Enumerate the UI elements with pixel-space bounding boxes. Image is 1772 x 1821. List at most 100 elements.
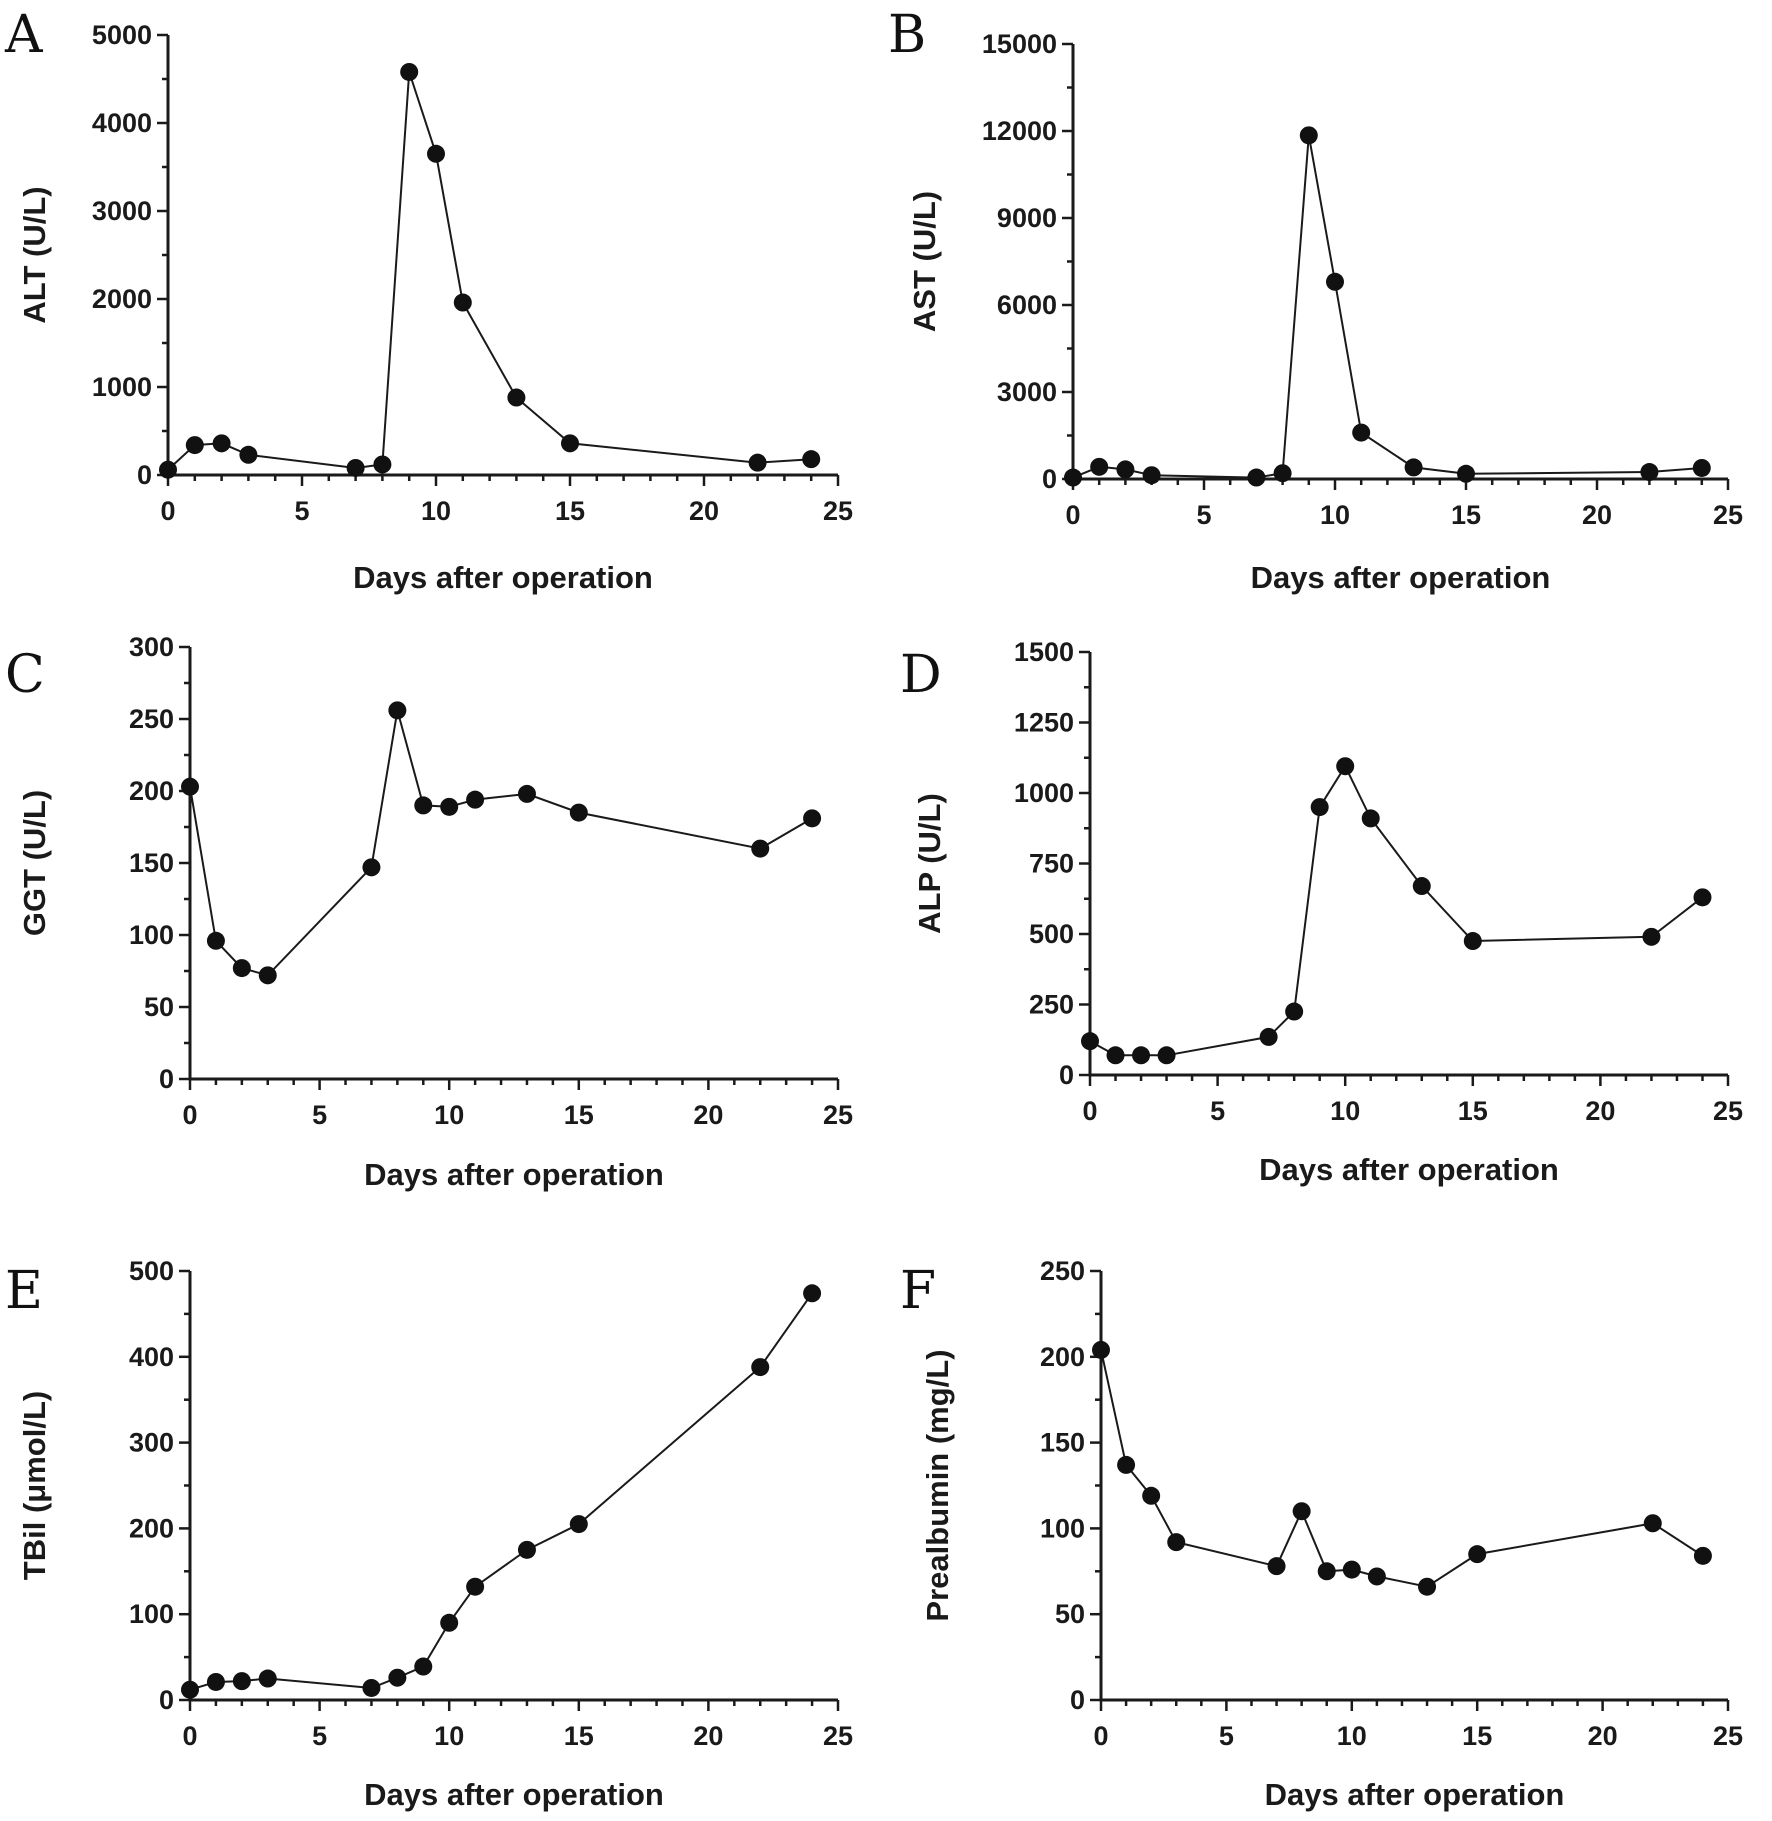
y-tick-label: 750	[1029, 849, 1074, 879]
y-tick-label: 3000	[997, 377, 1057, 407]
data-point	[206, 931, 225, 950]
data-point	[414, 796, 433, 815]
x-tick-label: 15	[1458, 1096, 1488, 1126]
y-tick-label: 100	[129, 920, 174, 950]
y-tick-label: 6000	[997, 290, 1057, 320]
data-point	[346, 458, 365, 477]
x-tick-label: 20	[689, 496, 719, 526]
data-point	[751, 839, 770, 858]
y-tick-label: 1250	[1014, 708, 1074, 738]
data-point	[212, 434, 231, 453]
x-tick-label: 0	[1065, 500, 1080, 530]
x-axis-title: Days after operation	[353, 560, 653, 595]
y-tick-label: 3000	[92, 196, 152, 226]
y-tick-label: 250	[1029, 990, 1074, 1020]
panel-b: B 0 3000 6000 9000 12000 15000 0 5 10 15 20 25 Days a…	[888, 5, 1743, 595]
panel-f: F 0 50 100 150 200 250 0 5 10 15 20 25 Days after ope…	[900, 1256, 1743, 1812]
data-point	[561, 434, 579, 453]
y-tick-label: 0	[159, 1064, 174, 1094]
x-tick-label: 5	[1196, 500, 1211, 530]
x-tick-label: 15	[555, 496, 585, 526]
data-point	[1326, 272, 1344, 291]
data-point	[751, 1358, 770, 1377]
y-tick-label: 0	[1070, 1685, 1085, 1715]
y-axis-title: ALP (U/L)	[912, 793, 947, 934]
data-point	[1404, 458, 1423, 477]
y-axis-title: GGT (U/L)	[17, 790, 52, 936]
y-tick-label: 150	[129, 848, 174, 878]
x-tick-label: 0	[160, 496, 175, 526]
data-point	[414, 1657, 433, 1676]
data-point	[362, 858, 381, 877]
panel-e: E 0 100 200 300 400 500 0 5 10 15 20 25 Days after op…	[5, 1256, 853, 1812]
y-tick-label: 4000	[92, 108, 152, 138]
data-point	[1367, 1567, 1386, 1586]
x-tick-label: 25	[823, 496, 853, 526]
x-tick-label: 15	[564, 1100, 594, 1130]
panel-letter-e: E	[5, 1261, 43, 1321]
data-point	[1092, 1340, 1110, 1359]
data-point	[1167, 1533, 1186, 1552]
data-point	[206, 1672, 225, 1691]
data-point	[1142, 466, 1161, 485]
data-point	[1310, 798, 1329, 817]
x-tick-label: 0	[1082, 1096, 1097, 1126]
series-line	[189, 1292, 813, 1691]
y-tick-label: 0	[1059, 1060, 1074, 1090]
data-point	[1693, 1546, 1712, 1565]
data-point	[1117, 1455, 1136, 1474]
data-point	[373, 455, 392, 474]
x-tick-label: 5	[312, 1100, 327, 1130]
data-point	[1412, 877, 1431, 896]
x-tick-label: 15	[1462, 1721, 1492, 1751]
x-tick-label: 15	[564, 1721, 594, 1751]
x-tick-label: 10	[434, 1721, 464, 1751]
x-tick-label: 0	[182, 1100, 197, 1130]
y-tick-label: 250	[1040, 1256, 1085, 1286]
y-tick-label: 100	[129, 1599, 174, 1629]
data-point	[440, 1613, 459, 1632]
data-point	[1640, 463, 1659, 482]
y-tick-label: 100	[1040, 1513, 1085, 1543]
y-tick-label: 50	[144, 992, 174, 1022]
data-point	[258, 966, 277, 985]
series-line	[1089, 764, 1704, 1057]
panel-d: D 0 250 500 750 1000 1250 1500 0 5 10 15 20 25 Days af…	[900, 637, 1743, 1187]
x-tick-label: 5	[1219, 1721, 1234, 1751]
series-line	[167, 71, 812, 471]
data-point	[1259, 1027, 1278, 1046]
data-point	[181, 777, 199, 796]
y-tick-label: 200	[129, 1513, 174, 1543]
data-point	[1317, 1562, 1336, 1581]
data-point	[1693, 888, 1712, 907]
data-point	[159, 460, 177, 479]
data-point	[239, 445, 258, 464]
x-tick-label: 5	[312, 1721, 327, 1751]
panel-letter-f: F	[900, 1261, 936, 1321]
x-tick-label: 10	[1320, 500, 1350, 530]
x-tick-label: 10	[1337, 1721, 1367, 1751]
data-point	[1457, 464, 1475, 483]
data-point	[1081, 1032, 1099, 1051]
panel-letter-c: C	[5, 645, 45, 705]
data-point	[802, 450, 821, 469]
data-point	[258, 1669, 277, 1688]
data-point	[1267, 1557, 1286, 1576]
data-point	[362, 1678, 381, 1697]
data-point	[1418, 1577, 1437, 1596]
y-tick-label: 12000	[982, 116, 1057, 146]
y-tick-label: 300	[129, 632, 174, 662]
data-point	[517, 784, 536, 803]
data-point	[1692, 458, 1711, 477]
data-point	[1642, 927, 1661, 946]
data-point	[517, 1540, 536, 1559]
data-point	[388, 1668, 407, 1687]
data-point	[1468, 1545, 1487, 1564]
data-point	[1352, 423, 1371, 442]
data-point	[232, 959, 251, 978]
y-tick-label: 50	[1055, 1599, 1085, 1629]
data-point	[232, 1672, 251, 1691]
series-line	[1100, 1349, 1704, 1588]
panel-c: C 0 50 100 150 200 250 300 0 5 10 15 20 25 Days after …	[5, 632, 853, 1192]
